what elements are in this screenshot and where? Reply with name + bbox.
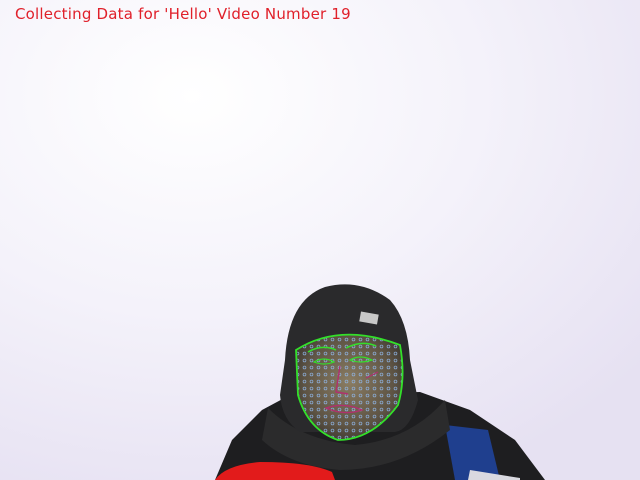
hood-patch [359,311,379,325]
overlay-status-text: Collecting Data for 'Hello' Video Number… [15,5,351,23]
mouth-outline [324,404,364,414]
right-eye-outline [348,356,374,363]
left-eyebrow-outline [307,346,337,353]
right-eyebrow-outline [345,342,377,349]
scarf [262,400,450,470]
jacket-strap [468,470,520,480]
jacket-blue-panel [445,425,500,480]
red-object [215,462,335,480]
nose-outline [335,365,349,395]
left-eye-outline [312,358,336,365]
face-mesh [296,334,403,440]
cheek-line [365,371,379,379]
face-contour [295,333,404,441]
